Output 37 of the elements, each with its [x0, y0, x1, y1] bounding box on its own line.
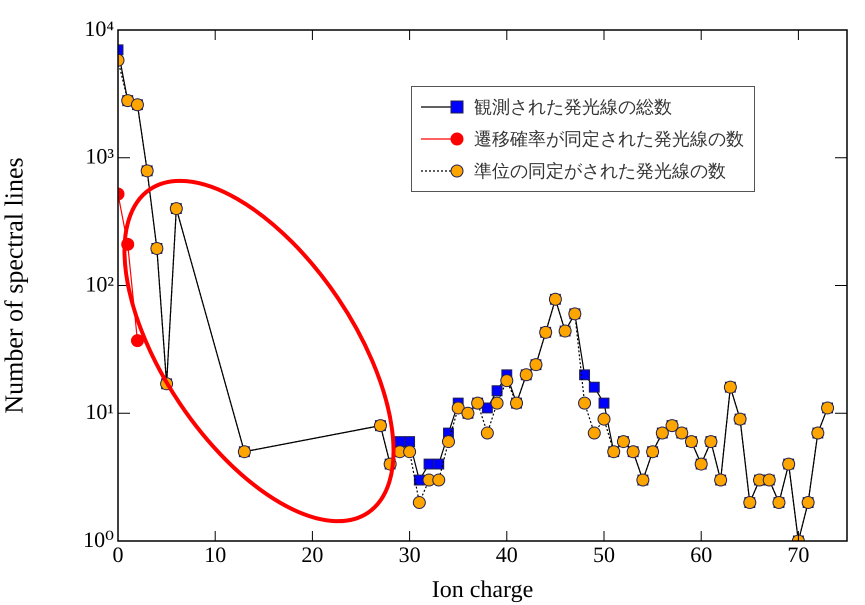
point — [442, 435, 455, 448]
point — [480, 426, 494, 440]
x-tick-label: 20 — [301, 542, 324, 567]
x-tick-label: 10 — [204, 542, 226, 567]
point — [412, 496, 426, 510]
point — [403, 445, 416, 458]
point — [598, 398, 610, 409]
point — [579, 369, 590, 380]
point — [433, 458, 444, 470]
x-tick-label: 40 — [496, 542, 518, 567]
y-tick-label: 10² — [85, 271, 114, 296]
x-tick-label: 60 — [690, 542, 712, 567]
point — [578, 396, 592, 410]
y-axis-title: Number of spectral lines — [0, 157, 28, 414]
point — [130, 334, 144, 348]
point — [424, 458, 434, 470]
legend-label: 準位の同定がされた発光線の数 — [474, 160, 726, 183]
x-axis-title: Ion charge — [432, 576, 534, 603]
point — [588, 382, 600, 393]
point — [432, 474, 446, 487]
y-tick-label: 10¹ — [85, 399, 114, 424]
x-tick-label: 30 — [398, 542, 421, 567]
x-tick-label: 70 — [787, 542, 810, 567]
y-tick-label: 10⁴ — [84, 16, 114, 41]
point — [598, 412, 610, 426]
x-tick-label: 50 — [593, 542, 615, 567]
point — [492, 385, 503, 396]
point — [500, 374, 514, 388]
y-tick-label: 10⁰ — [83, 526, 114, 552]
point — [452, 401, 465, 414]
point — [588, 426, 601, 440]
y-tick-label: 10³ — [85, 144, 114, 169]
legend-label: 遷移確率が同定された発光線の数 — [474, 128, 744, 151]
point — [490, 396, 504, 410]
legend-label: 観測された発光線の総数 — [474, 96, 672, 119]
x-tick-label: 0 — [112, 542, 124, 567]
point — [404, 436, 416, 448]
